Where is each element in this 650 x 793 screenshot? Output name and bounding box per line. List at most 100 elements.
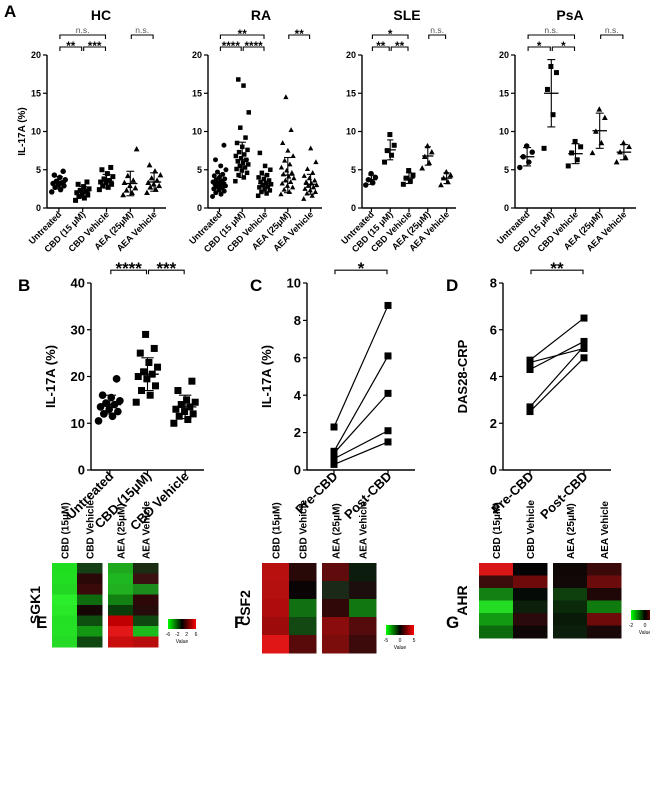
y-tick-label: 15: [346, 88, 356, 98]
data-point: [157, 172, 164, 178]
heatmap-column-label: AEA (25μM): [332, 503, 343, 559]
colorbar-tick-label: 5: [413, 638, 416, 644]
data-point: [86, 186, 92, 192]
y-tick-label: 2: [490, 416, 497, 431]
paired-line: [529, 357, 585, 412]
data-point: [221, 142, 227, 148]
data-point: [175, 412, 183, 420]
heatmap-cell: [77, 563, 103, 574]
data-point: [84, 179, 90, 185]
heatmap-cell: [513, 625, 548, 639]
data-point: [172, 405, 180, 413]
heatmap-cell: [262, 599, 290, 618]
heatmap-cell: [133, 615, 159, 627]
heatmap-cell: [52, 605, 78, 616]
heatmap-cell: [479, 600, 514, 614]
data-point: [147, 184, 154, 190]
data-point: [99, 167, 105, 173]
data-point: [123, 187, 130, 193]
data-point: [284, 167, 290, 173]
panel-letter-G: G: [446, 613, 459, 632]
significance-bracket: [371, 46, 390, 51]
heatmap-cell: [52, 563, 78, 574]
heatmap-cell: [587, 613, 622, 626]
significance-label: *: [537, 40, 542, 53]
data-point: [384, 148, 390, 154]
panel-letter-C: C: [250, 276, 262, 295]
data-point: [49, 189, 55, 195]
data-point: [124, 172, 131, 179]
data-point: [110, 174, 116, 180]
y-tick-label: 20: [31, 50, 41, 60]
data-point: [310, 184, 317, 190]
heatmap-cell: [513, 575, 548, 589]
data-point: [121, 179, 128, 186]
data-point: [257, 150, 263, 156]
data-point: [305, 183, 311, 188]
chart-title: PsA: [556, 7, 583, 23]
paired-line: [529, 345, 585, 408]
data-point: [306, 175, 313, 181]
heatmap-cell: [77, 605, 103, 616]
y-tick-label: 8: [294, 313, 301, 328]
heatmap-cell: [108, 636, 134, 648]
y-tick-label: 5: [197, 165, 202, 175]
y-tick-label: 15: [192, 88, 202, 98]
paired-line: [529, 317, 585, 361]
heatmap-cell: [289, 599, 317, 618]
data-point: [57, 174, 63, 181]
colorbar-tick-label: -2: [629, 623, 634, 629]
heatmap-cell: [553, 625, 588, 639]
heatmap-column-label: CBD Vehicle: [299, 500, 310, 559]
data-point: [210, 194, 216, 199]
y-tick-label: 20: [346, 50, 356, 60]
y-tick-label: 5: [36, 165, 41, 175]
significance-label: *: [358, 259, 365, 278]
data-point: [218, 163, 224, 169]
data-point: [259, 170, 265, 176]
significance-label: **: [238, 28, 248, 41]
chart-F: CBD (15μM) CBD Vehicle AEA (25μM) AEA Vehic…: [237, 500, 416, 654]
paired-line: [333, 305, 389, 428]
data-point: [106, 177, 112, 183]
paired-line: [333, 392, 389, 454]
chart-title: RA: [251, 7, 271, 23]
data-point: [289, 170, 295, 175]
data-point: [211, 173, 217, 179]
data-point: [174, 387, 182, 395]
y-tick-label: 20: [71, 369, 85, 384]
heatmap-cell: [479, 575, 514, 589]
data-point: [60, 168, 66, 175]
data-point: [146, 162, 153, 168]
y-tick-label: 5: [351, 165, 356, 175]
heatmap-column-label: AEA Vehicle: [359, 501, 370, 559]
heatmap-cell: [262, 563, 290, 582]
heatmap-cell: [77, 594, 103, 606]
data-point: [132, 398, 140, 406]
data-point: [372, 174, 379, 181]
paired-line: [333, 441, 389, 465]
data-point: [98, 391, 107, 400]
heatmap-cell: [108, 594, 134, 606]
y-tick-label: 10: [71, 416, 85, 431]
data-point: [146, 391, 154, 399]
data-point: [363, 182, 369, 188]
significance-bracket: [600, 34, 624, 39]
heatmap-cell: [77, 573, 103, 585]
heatmap-cell: [322, 581, 350, 600]
data-point: [301, 196, 307, 201]
heatmap-cell: [108, 605, 134, 616]
heatmap-cell: [52, 573, 78, 585]
panel-letter-D: D: [446, 276, 458, 295]
y-axis-label: DAS28-CRP: [455, 339, 470, 413]
pre-point: [330, 423, 338, 431]
heatmap-cell: [322, 617, 350, 636]
data-point: [145, 358, 153, 366]
data-point: [238, 156, 244, 161]
data-point: [170, 419, 178, 427]
data-point: [246, 162, 251, 167]
y-tick-label: 15: [499, 88, 509, 98]
